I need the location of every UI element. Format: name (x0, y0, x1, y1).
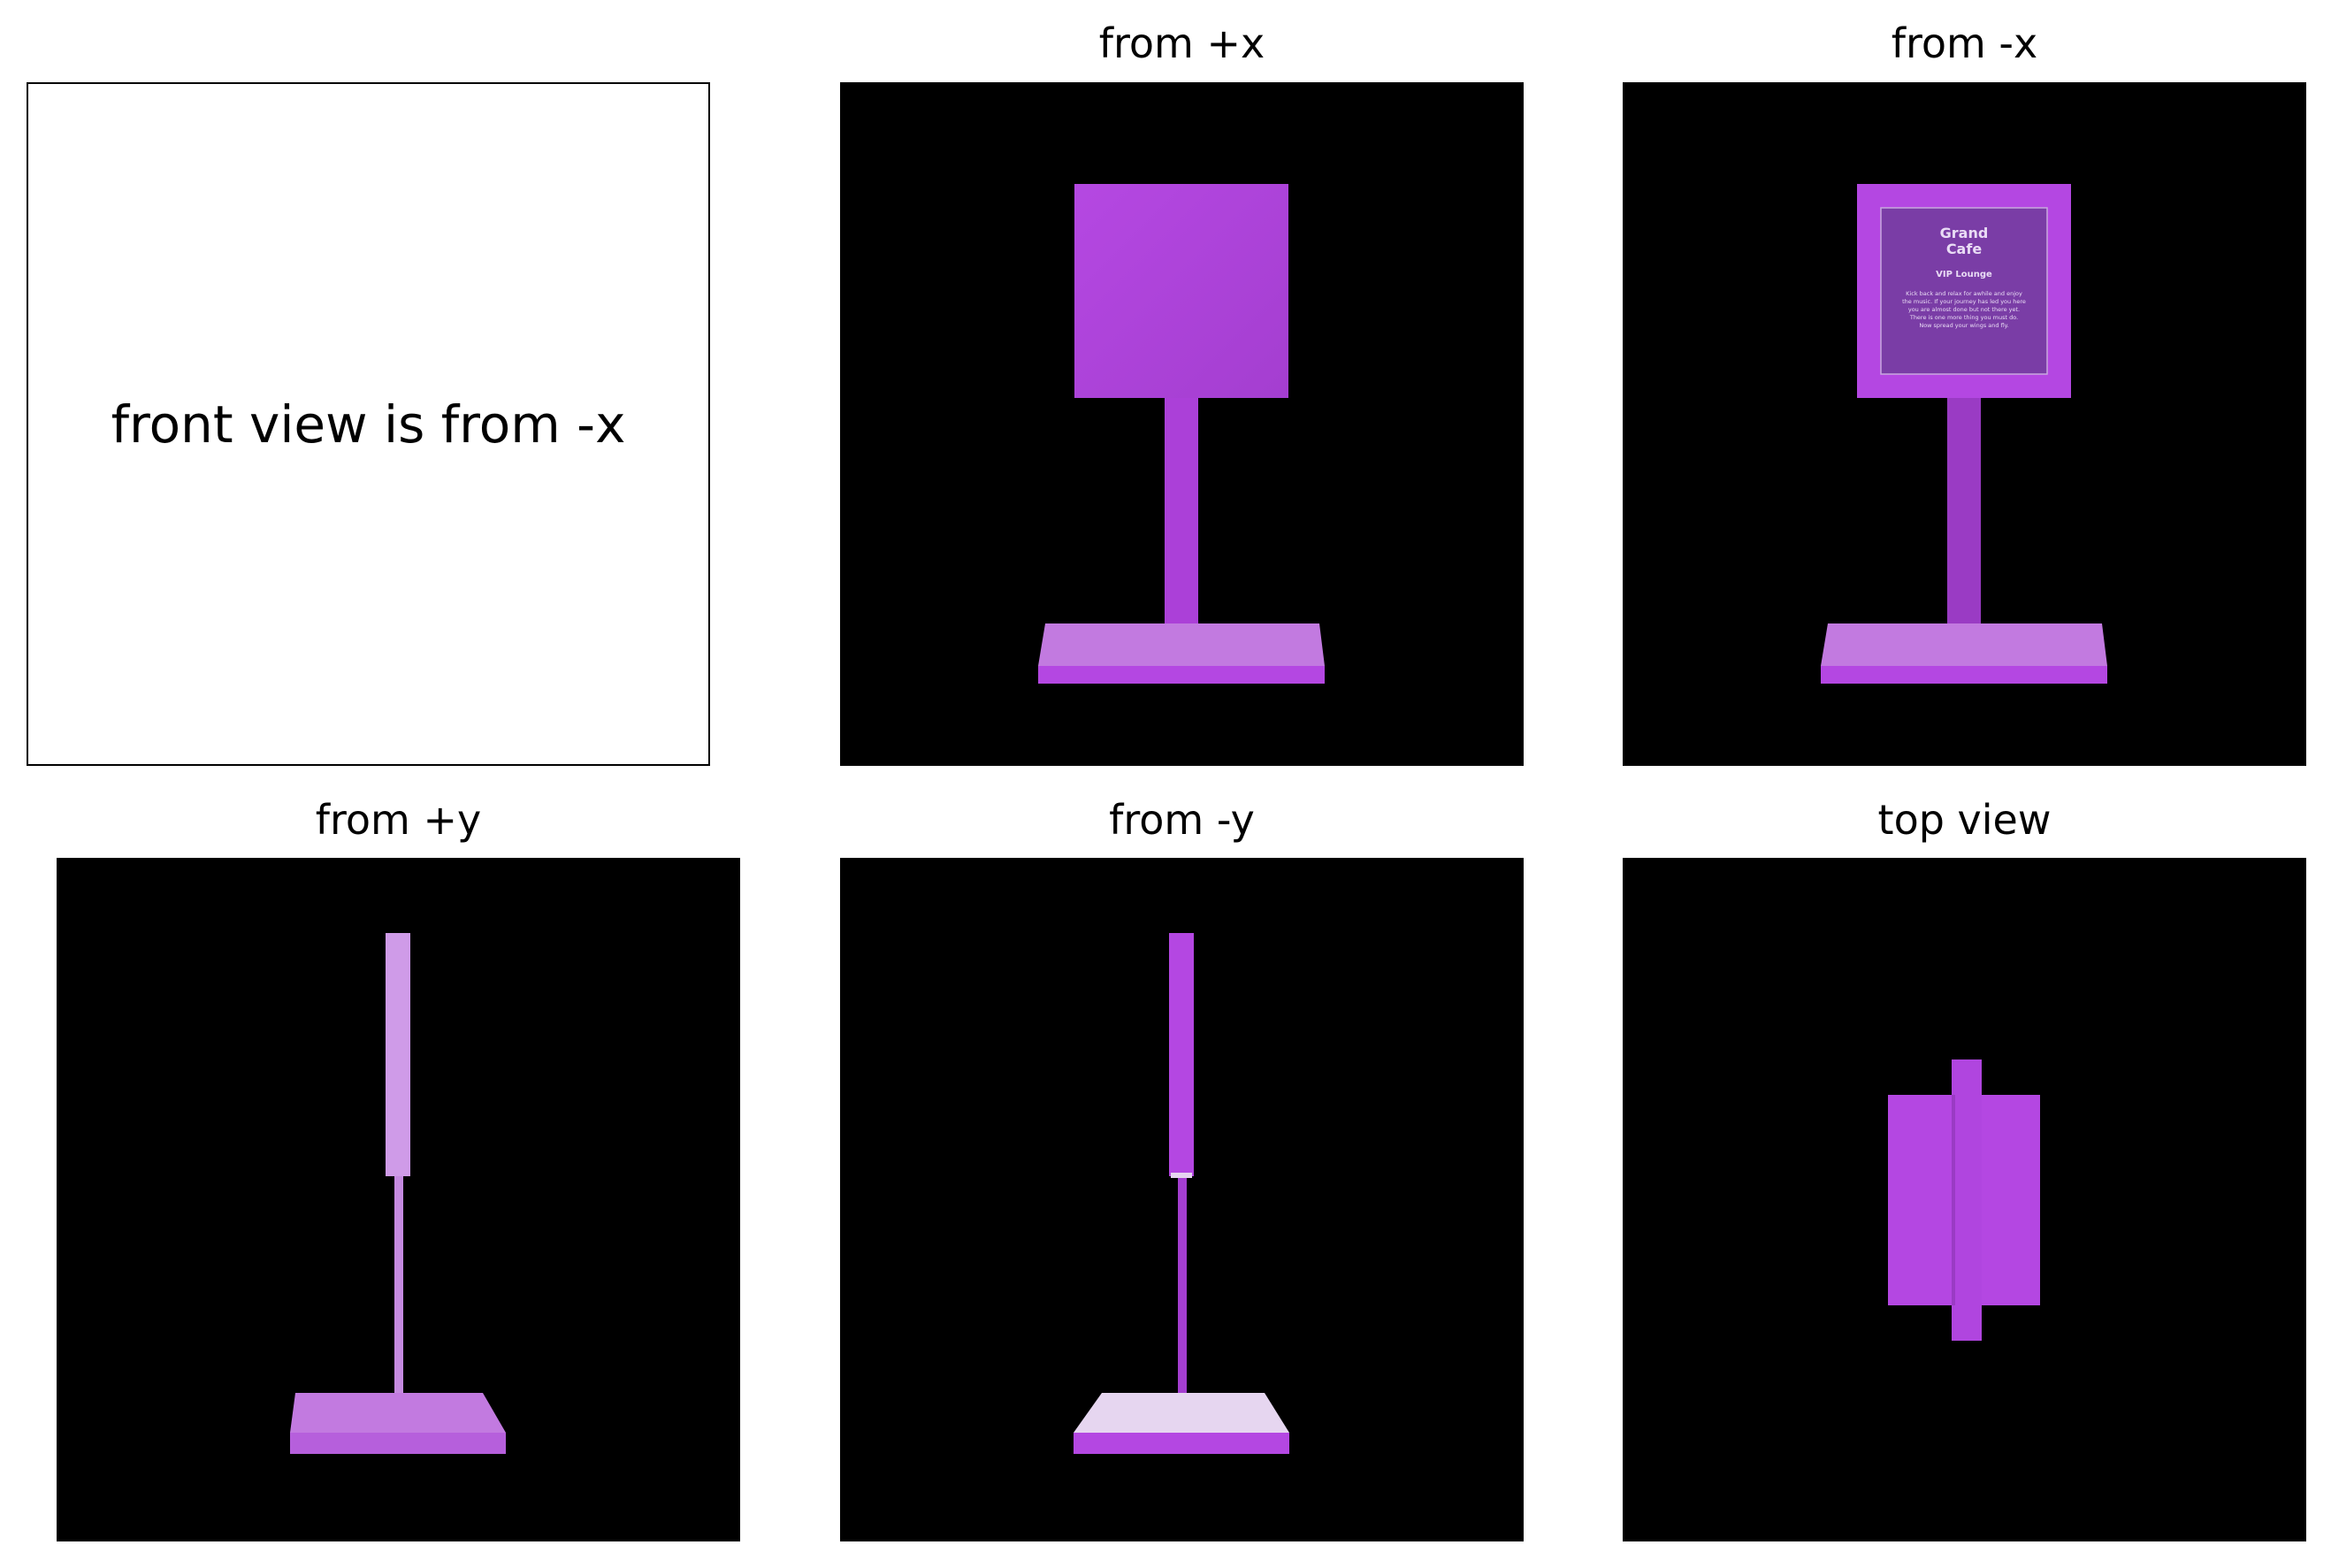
sign-side-render-pos-y (290, 933, 506, 1454)
sign-heading: VIP Lounge (1936, 270, 1992, 279)
sign-top-render (1888, 1059, 2040, 1341)
sign-side-render-neg-y (1074, 933, 1289, 1454)
sign-body-line-1: Kick back and relax for awhile and enjoy (1906, 290, 2022, 297)
view-title-pos-y: from +y (315, 796, 482, 844)
sign-body-line-4: There is one more thing you must do. (1909, 314, 2018, 321)
view-title-top: top view (1877, 796, 2052, 844)
sign-body-line-5: Now spread your wings and fly. (1919, 322, 2008, 329)
view-title-neg-y: from -y (1109, 796, 1255, 844)
sign-body-line-2: the music. If your journey has led you h… (1902, 298, 2026, 305)
view-pos-x (840, 82, 1524, 766)
view-top (1623, 858, 2306, 1541)
sign-logo-line-1: Grand (1940, 225, 1989, 241)
sign-front-render: Grand Cafe VIP Lounge Kick back and rela… (1821, 184, 2107, 684)
front-view-note-panel: front view is from -x (27, 82, 710, 766)
sign-back-render (1038, 184, 1325, 684)
view-neg-y (840, 858, 1524, 1541)
view-pos-y (57, 858, 740, 1541)
view-title-neg-x: from -x (1891, 19, 2038, 67)
front-view-note: front view is from -x (111, 394, 626, 455)
sign-logo-line-2: Cafe (1946, 241, 1983, 257)
view-neg-x: Grand Cafe VIP Lounge Kick back and rela… (1623, 82, 2306, 766)
sign-body-line-3: you are almost done but not there yet. (1908, 306, 2020, 313)
view-title-pos-x: from +x (1098, 19, 1265, 67)
